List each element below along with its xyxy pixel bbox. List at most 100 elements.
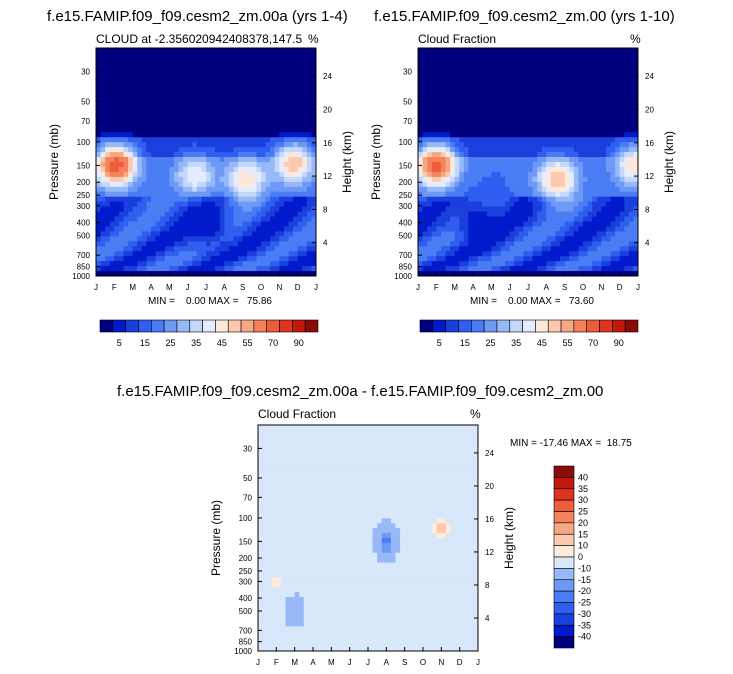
heatmap-cell <box>155 181 161 188</box>
heatmap-cell <box>155 221 161 227</box>
heatmap-cell <box>578 231 584 237</box>
heatmap-cell <box>96 246 101 252</box>
heatmap-cell <box>151 191 156 198</box>
heatmap-cell <box>219 191 225 198</box>
heatmap-cell <box>196 157 202 163</box>
heatmap-cell <box>495 102 501 108</box>
heatmap-cell <box>610 97 616 103</box>
heatmap-cell <box>463 226 469 232</box>
heatmap-cell <box>518 67 524 74</box>
heatmap-cell <box>459 117 465 123</box>
heatmap-cell <box>151 241 156 247</box>
heatmap-cell <box>486 107 492 113</box>
heatmap-cell <box>537 231 543 237</box>
heatmap-cell <box>201 57 207 64</box>
heatmap-cell <box>583 132 588 138</box>
heatmap-cell <box>128 236 134 242</box>
heatmap-cell <box>297 166 303 173</box>
heatmap-cell <box>247 261 253 267</box>
heatmap-cell <box>178 112 184 118</box>
heatmap-cell <box>270 62 276 69</box>
heatmap-cell <box>279 92 285 98</box>
heatmap-cell <box>486 48 492 54</box>
heatmap-cell <box>440 271 446 276</box>
heatmap-cell <box>265 261 271 267</box>
heatmap-cell <box>560 87 566 94</box>
heatmap-cell <box>201 201 207 208</box>
heatmap-cell <box>228 231 234 237</box>
heatmap-cell <box>491 191 497 198</box>
heatmap-cell <box>587 62 593 69</box>
heatmap-cell <box>160 127 166 133</box>
heatmap-cell <box>297 191 303 198</box>
heatmap-cell <box>482 201 488 208</box>
heatmap-cell <box>173 201 179 208</box>
heatmap-cell <box>431 147 437 153</box>
heatmap-cell <box>583 216 588 222</box>
heatmap-cell <box>215 181 221 188</box>
heatmap-cell <box>413 464 419 470</box>
heatmap-cell <box>432 444 438 450</box>
heatmap-cell <box>624 181 630 188</box>
heatmap-cell <box>610 122 616 128</box>
heatmap-cell <box>628 132 634 138</box>
heatmap-cell <box>569 107 575 113</box>
heatmap-cell <box>288 256 294 262</box>
heatmap-cell <box>224 107 230 113</box>
heatmap-cell <box>96 201 101 208</box>
heatmap-cell <box>288 117 294 123</box>
heatmap-cell <box>550 122 556 128</box>
heatmap-cell <box>477 246 483 252</box>
heatmap-cell <box>546 201 552 208</box>
heatmap-cell <box>215 201 221 208</box>
heatmap-cell <box>270 196 276 203</box>
heatmap-cell <box>118 236 124 242</box>
heatmap-cell <box>114 132 120 138</box>
heatmap-cell <box>578 171 584 178</box>
heatmap-cell <box>109 57 115 64</box>
heatmap-cell <box>169 107 175 113</box>
heatmap-cell <box>578 112 584 118</box>
heatmap-cell <box>473 97 478 103</box>
heatmap-cell <box>610 266 616 272</box>
heatmap-cell <box>311 201 316 208</box>
heatmap-cell <box>441 434 447 441</box>
heatmap-cell <box>151 236 156 242</box>
heatmap-cell <box>210 166 216 173</box>
heatmap-cell <box>546 147 552 153</box>
heatmap-cell <box>261 102 266 108</box>
heatmap-cell <box>509 48 515 54</box>
heatmap-cell <box>123 147 129 153</box>
heatmap-cell <box>596 87 602 94</box>
heatmap-cell <box>196 191 202 198</box>
heatmap-cell <box>311 171 316 178</box>
heatmap-cell <box>169 142 175 148</box>
heatmap-cell <box>523 48 529 54</box>
heatmap-cell <box>215 256 221 262</box>
heatmap-cell <box>114 48 120 54</box>
heatmap-cell <box>482 181 488 188</box>
heatmap-cell <box>137 201 143 208</box>
heatmap-cell <box>164 147 170 153</box>
heatmap-cell <box>233 266 239 272</box>
heatmap-cell <box>265 171 271 178</box>
heatmap-cell <box>228 82 234 89</box>
heatmap-cell <box>555 152 561 158</box>
heatmap-cell <box>578 77 584 84</box>
heatmap-cell <box>450 231 456 237</box>
heatmap-cell <box>628 186 634 193</box>
heatmap-cell <box>532 206 538 212</box>
heatmap-cell <box>123 246 129 252</box>
heatmap-cell <box>541 62 547 69</box>
heatmap-cell <box>459 166 465 173</box>
heatmap-cell <box>491 122 497 128</box>
heatmap-cell <box>450 429 456 436</box>
heatmap-cell <box>445 261 451 267</box>
heatmap-cell <box>206 261 211 267</box>
heatmap-cell <box>274 52 280 59</box>
heatmap-cell <box>468 147 474 153</box>
heatmap-cell <box>274 241 280 247</box>
heatmap-cell <box>605 176 611 183</box>
heatmap-cell <box>306 142 312 148</box>
heatmap-cell <box>381 425 387 431</box>
